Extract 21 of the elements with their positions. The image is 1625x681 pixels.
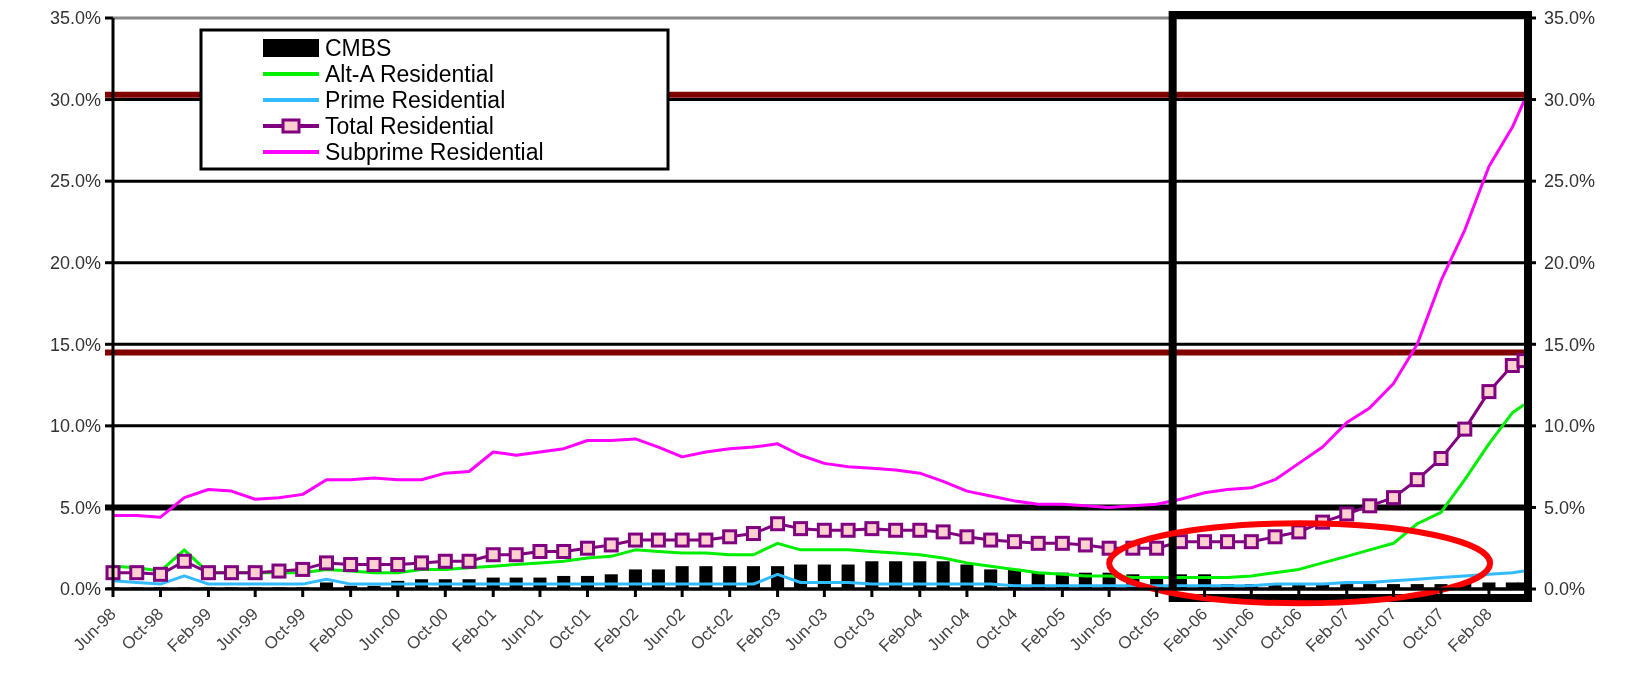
y2-tick-label: 10.0% — [1544, 416, 1596, 437]
legend-label: Subprime Residential — [325, 139, 544, 166]
y-tick-label: 25.0% — [49, 171, 101, 192]
legend-label: CMBS — [325, 35, 392, 62]
y2-tick-label: 5.0% — [1544, 497, 1586, 518]
legend-label: Total Residential — [325, 113, 494, 140]
y2-tick-label: 0.0% — [1544, 579, 1586, 600]
y-tick-label: 5.0% — [59, 497, 101, 518]
legend-label: Alt-A Residential — [325, 61, 494, 88]
y-tick-label: 35.0% — [49, 8, 101, 29]
y-tick-label: 10.0% — [49, 416, 101, 437]
y-tick-label: 30.0% — [49, 89, 101, 110]
y-tick-label: 15.0% — [49, 334, 101, 355]
y2-tick-label: 35.0% — [1544, 8, 1596, 29]
y2-tick-label: 20.0% — [1544, 253, 1596, 274]
y-tick-label: 0.0% — [59, 579, 101, 600]
legend-label: Prime Residential — [325, 87, 506, 114]
y-tick-label: 20.0% — [49, 253, 101, 274]
y2-tick-label: 25.0% — [1544, 171, 1596, 192]
y2-tick-label: 30.0% — [1544, 89, 1596, 110]
y2-tick-label: 15.0% — [1544, 334, 1596, 355]
